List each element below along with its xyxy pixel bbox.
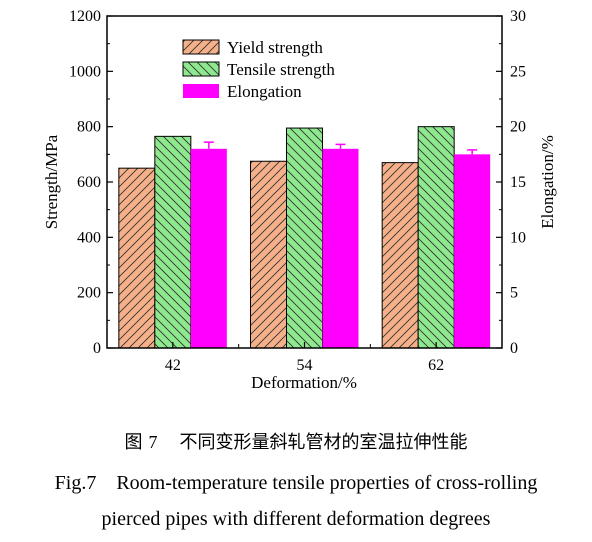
legend-swatch-tensile [182, 61, 220, 77]
bar-yield-62 [381, 162, 419, 349]
y-axis-left-title: Strength/MPa [42, 134, 61, 229]
figure-caption-chinese: 图 7 不同变形量斜轧管材的室温拉伸性能 [0, 428, 592, 454]
legend-label-tensile: Tensile strength [227, 60, 335, 79]
y-left-tick-label-0: 0 [93, 340, 101, 357]
x-tick-label-42: 42 [165, 357, 181, 374]
plot-frame [106, 15, 503, 349]
y-right-tick-label-5: 5 [510, 285, 518, 302]
bar-tensile-62 [417, 126, 455, 349]
figure-caption-english-line1: Fig.7 Room-temperature tensile propertie… [54, 472, 538, 494]
caption-cn-text: 不同变形量斜轧管材的室温拉伸性能 [179, 432, 468, 452]
legend-label-yield: Yield strength [227, 38, 323, 57]
y-left-tick-label-600: 600 [77, 174, 101, 191]
chart: 42 54 62020040060080010001200051015202530 … [42, 8, 557, 392]
caption-cn-label: 图 [124, 432, 143, 452]
bar-yield-42 [118, 167, 156, 349]
y-left-tick-label-1000: 1000 [69, 63, 101, 80]
legend-swatch-yield [182, 39, 220, 55]
x-tick-label-54: 54 [297, 357, 313, 374]
bar-tensile-54 [286, 127, 323, 349]
bar-elongation-62 [454, 154, 491, 348]
bar-yield-54 [250, 160, 287, 349]
bar-elongation-42 [190, 148, 227, 348]
x-tick-label-62: 62 [428, 357, 444, 374]
legend: Yield strength Tensile strength Elongati… [182, 38, 335, 101]
figure-caption-english-line2: pierced pipes with different deformation… [101, 508, 491, 530]
legend-label-elongation: Elongation [227, 82, 302, 101]
y-left-tick-label-1200: 1200 [69, 8, 101, 25]
y-right-tick-label-25: 25 [510, 63, 526, 80]
y-axis-right-title: Elongation/% [538, 135, 557, 228]
bar-tensile-42 [154, 135, 192, 349]
caption-cn-number: 7 [148, 432, 158, 452]
bar-elongation-54 [322, 148, 359, 348]
y-right-tick-label-20: 20 [510, 119, 526, 136]
legend-swatch-elongation [183, 84, 219, 98]
y-right-tick-label-15: 15 [510, 174, 526, 191]
x-axis-title: Deformation/% [251, 373, 357, 392]
y-left-tick-label-200: 200 [77, 285, 101, 302]
y-left-tick-label-400: 400 [77, 229, 101, 246]
y-right-tick-label-0: 0 [510, 340, 518, 357]
y-right-tick-label-30: 30 [510, 8, 526, 25]
y-left-tick-label-800: 800 [77, 119, 101, 136]
y-right-tick-label-10: 10 [510, 229, 526, 246]
